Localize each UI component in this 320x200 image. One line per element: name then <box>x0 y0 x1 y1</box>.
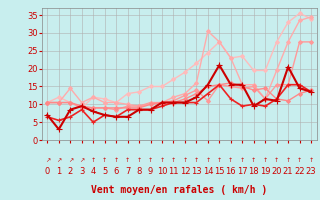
Text: ↑: ↑ <box>263 158 268 164</box>
Text: ↑: ↑ <box>205 158 211 164</box>
Text: Vent moyen/en rafales ( km/h ): Vent moyen/en rafales ( km/h ) <box>91 185 267 195</box>
Text: ↗: ↗ <box>68 158 73 164</box>
Text: ↑: ↑ <box>102 158 107 164</box>
Text: 23: 23 <box>306 166 316 176</box>
Text: 4: 4 <box>91 166 96 176</box>
Text: 5: 5 <box>102 166 107 176</box>
Text: 17: 17 <box>237 166 248 176</box>
Text: 13: 13 <box>191 166 202 176</box>
Text: ↗: ↗ <box>56 158 61 164</box>
Text: ↑: ↑ <box>182 158 188 164</box>
Text: ↑: ↑ <box>297 158 302 164</box>
Text: 15: 15 <box>214 166 225 176</box>
Text: ↑: ↑ <box>285 158 291 164</box>
Text: ↑: ↑ <box>114 158 119 164</box>
Text: 10: 10 <box>157 166 167 176</box>
Text: 18: 18 <box>248 166 259 176</box>
Text: ↑: ↑ <box>217 158 222 164</box>
Text: ↑: ↑ <box>308 158 314 164</box>
Text: 8: 8 <box>136 166 142 176</box>
Text: 19: 19 <box>260 166 270 176</box>
Text: ↑: ↑ <box>136 158 142 164</box>
Text: ↗: ↗ <box>45 158 50 164</box>
Text: 11: 11 <box>168 166 179 176</box>
Text: 22: 22 <box>294 166 305 176</box>
Text: ↑: ↑ <box>228 158 233 164</box>
Text: ↑: ↑ <box>194 158 199 164</box>
Text: 2: 2 <box>68 166 73 176</box>
Text: 16: 16 <box>226 166 236 176</box>
Text: ↑: ↑ <box>148 158 153 164</box>
Text: 6: 6 <box>114 166 119 176</box>
Text: ↑: ↑ <box>91 158 96 164</box>
Text: 20: 20 <box>271 166 282 176</box>
Text: 7: 7 <box>125 166 130 176</box>
Text: 1: 1 <box>56 166 61 176</box>
Text: 12: 12 <box>180 166 190 176</box>
Text: 21: 21 <box>283 166 293 176</box>
Text: 9: 9 <box>148 166 153 176</box>
Text: 14: 14 <box>203 166 213 176</box>
Text: ↑: ↑ <box>274 158 279 164</box>
Text: ↑: ↑ <box>240 158 245 164</box>
Text: ↑: ↑ <box>171 158 176 164</box>
Text: ↗: ↗ <box>79 158 84 164</box>
Text: 0: 0 <box>45 166 50 176</box>
Text: ↑: ↑ <box>159 158 164 164</box>
Text: 3: 3 <box>79 166 84 176</box>
Text: ↑: ↑ <box>125 158 130 164</box>
Text: ↑: ↑ <box>251 158 256 164</box>
